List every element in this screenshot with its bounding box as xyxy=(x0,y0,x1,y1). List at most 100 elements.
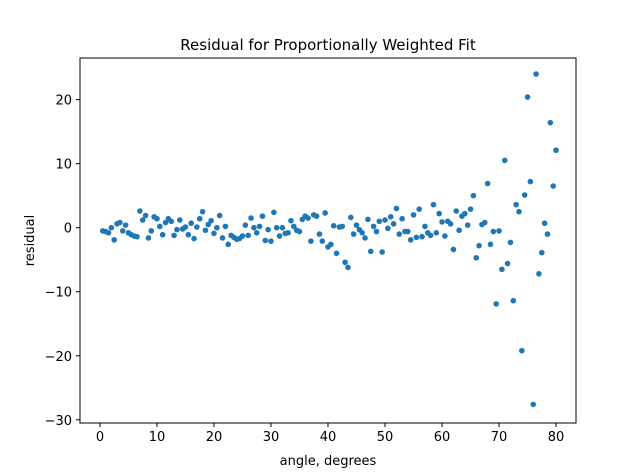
data-point xyxy=(222,223,229,230)
x-tick-label: 80 xyxy=(548,430,565,445)
data-point xyxy=(433,230,440,236)
data-point xyxy=(253,230,260,236)
data-point xyxy=(501,157,508,164)
x-tick-label: 50 xyxy=(377,430,394,445)
data-point xyxy=(504,260,511,267)
data-point xyxy=(265,226,271,233)
data-point xyxy=(108,224,115,231)
data-point xyxy=(367,248,374,255)
data-point xyxy=(387,214,394,220)
data-point xyxy=(182,224,189,230)
data-point xyxy=(365,216,371,223)
data-point xyxy=(393,205,400,212)
y-tick-label: 10 xyxy=(55,158,72,173)
data-point xyxy=(134,233,140,240)
data-point xyxy=(550,183,556,189)
x-tick-label: 60 xyxy=(434,430,451,445)
data-point xyxy=(251,224,257,231)
data-point xyxy=(139,217,146,223)
data-point xyxy=(348,214,354,221)
data-point xyxy=(405,228,411,235)
data-point xyxy=(419,233,425,240)
data-point xyxy=(273,224,280,231)
data-point xyxy=(467,206,474,212)
data-point xyxy=(382,217,388,223)
data-point xyxy=(290,223,297,230)
data-point xyxy=(117,219,123,226)
data-point xyxy=(225,241,232,248)
data-point xyxy=(427,232,434,239)
data-point xyxy=(370,223,377,230)
data-point xyxy=(524,94,531,100)
data-point xyxy=(490,228,497,235)
y-axis-label: residual xyxy=(23,215,38,267)
data-point xyxy=(285,230,291,236)
data-point xyxy=(456,227,462,234)
data-point xyxy=(453,208,460,214)
data-point xyxy=(399,215,405,222)
data-point xyxy=(330,222,337,229)
data-point xyxy=(196,215,203,222)
x-tick-label: 70 xyxy=(491,430,508,445)
y-tick-label: −30 xyxy=(45,414,72,429)
data-point xyxy=(176,217,183,223)
data-point xyxy=(430,201,437,208)
data-point xyxy=(276,233,283,239)
data-point xyxy=(185,231,192,238)
data-point xyxy=(538,249,545,256)
x-tick-label: 0 xyxy=(96,430,104,445)
data-point xyxy=(499,266,505,273)
data-point xyxy=(379,249,385,255)
data-point xyxy=(205,221,212,228)
data-point xyxy=(516,208,522,215)
data-point xyxy=(476,242,482,249)
data-point xyxy=(262,237,269,244)
data-point xyxy=(322,210,328,216)
data-point xyxy=(450,246,457,253)
data-point xyxy=(390,221,397,227)
data-point xyxy=(407,237,414,243)
data-point xyxy=(507,239,514,246)
data-point xyxy=(162,219,169,226)
data-point xyxy=(148,228,155,234)
data-point xyxy=(493,301,499,307)
data-point xyxy=(122,222,129,228)
data-point xyxy=(484,180,491,187)
data-point xyxy=(530,401,537,408)
data-point xyxy=(464,222,471,228)
y-tick-label: 0 xyxy=(64,222,72,237)
data-point xyxy=(422,223,428,230)
data-point xyxy=(105,230,112,236)
data-point xyxy=(316,231,323,237)
data-point xyxy=(333,250,340,257)
x-tick-label: 10 xyxy=(149,430,166,445)
data-point xyxy=(541,220,548,227)
data-point xyxy=(308,238,314,244)
data-point xyxy=(248,215,254,221)
data-point xyxy=(188,220,194,227)
data-point xyxy=(296,228,303,235)
data-point xyxy=(519,347,525,354)
data-point xyxy=(470,192,477,199)
data-point xyxy=(339,223,346,230)
data-point xyxy=(245,232,251,239)
data-point xyxy=(342,259,348,266)
data-point xyxy=(447,221,454,227)
data-point xyxy=(259,213,266,219)
data-point xyxy=(271,209,277,216)
data-point xyxy=(319,238,326,244)
y-tick-label: 20 xyxy=(55,94,72,109)
data-point xyxy=(216,212,223,219)
data-point xyxy=(413,234,420,241)
data-point xyxy=(168,218,175,225)
data-point xyxy=(211,230,217,237)
data-point xyxy=(547,119,554,126)
data-point xyxy=(174,226,180,233)
data-point xyxy=(328,241,334,248)
data-point xyxy=(396,231,403,237)
data-point xyxy=(439,219,445,225)
data-point xyxy=(279,224,286,231)
x-axis-ticks: 0 10 20 30 40 50 60 70 80 xyxy=(96,423,565,445)
